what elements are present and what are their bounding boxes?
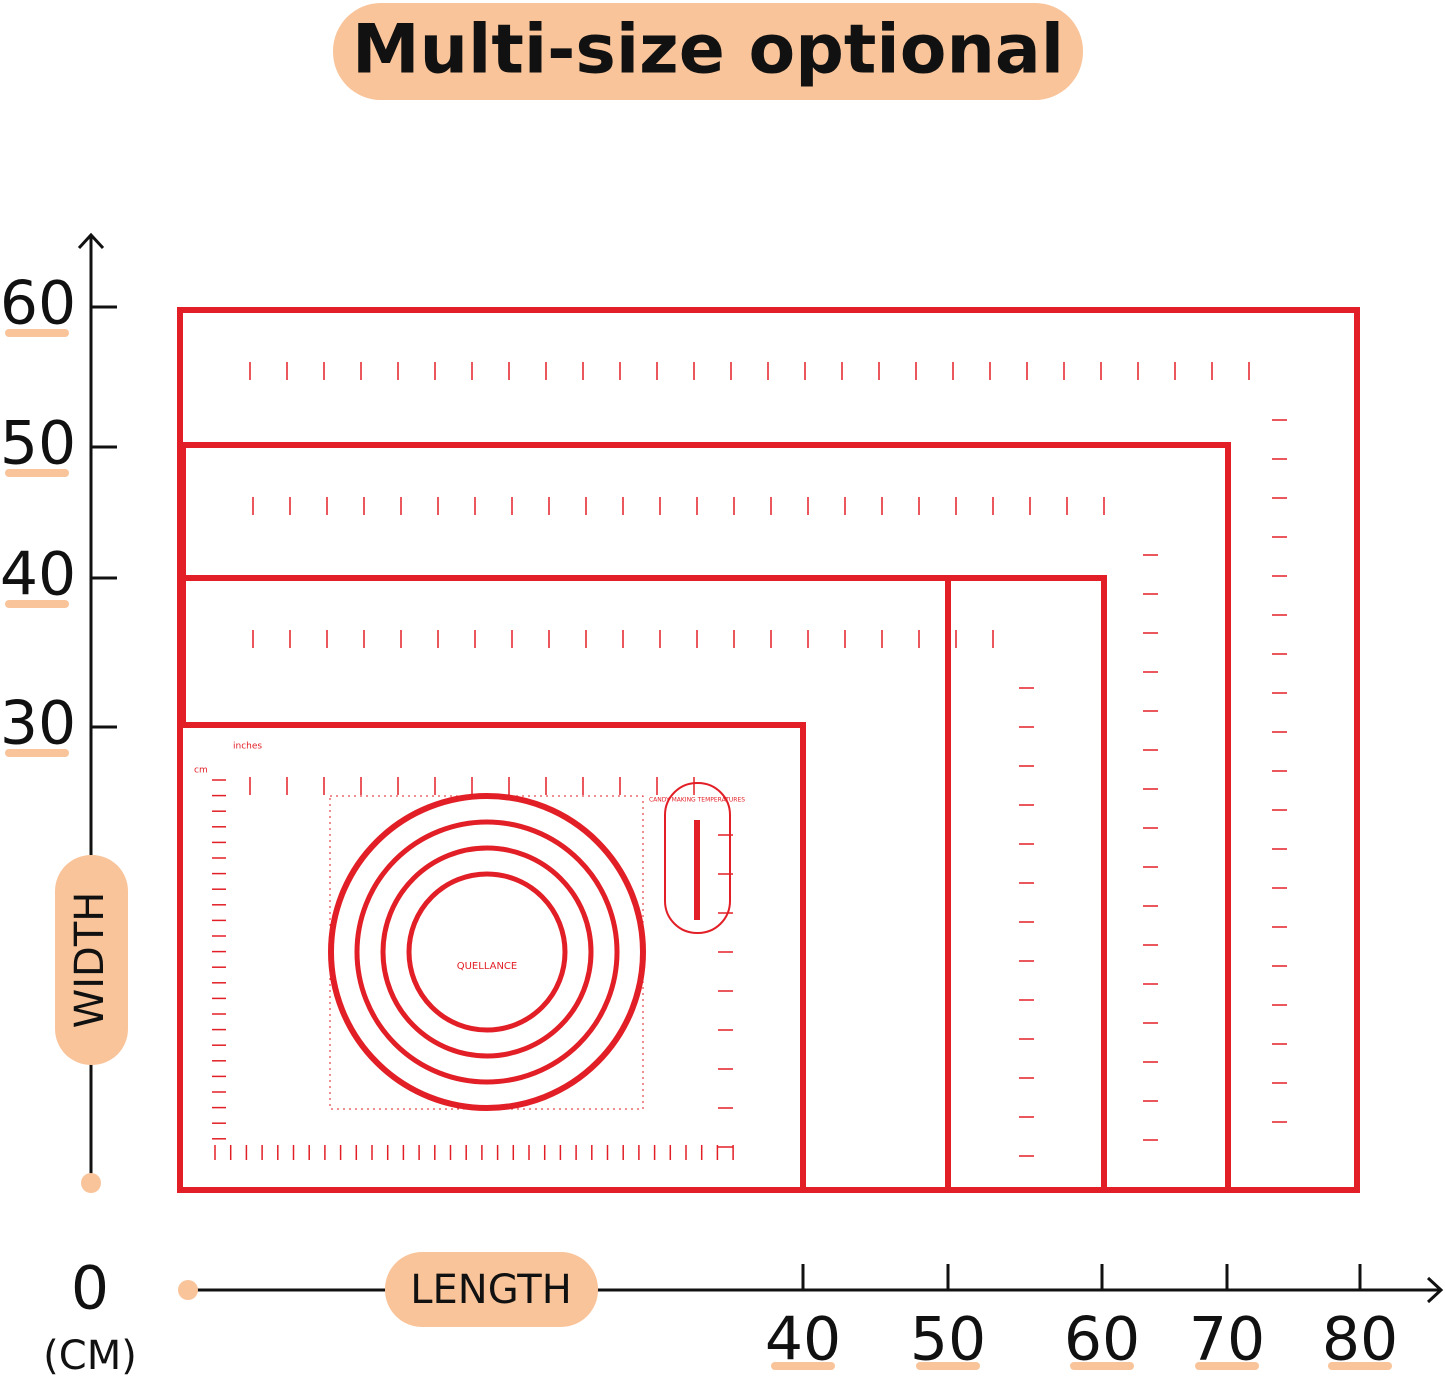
title: Multi-size optional: [352, 11, 1064, 90]
tick-label: 40: [0, 540, 76, 610]
arrow: [1426, 1276, 1444, 1304]
origin-dot: [81, 1173, 101, 1193]
unit-label: (CM): [43, 1333, 137, 1379]
origin-dot: [178, 1280, 198, 1300]
mat-40x30: [177, 722, 806, 1193]
thermometer: [664, 782, 731, 934]
candy-label: CANDY MAKING TEMPERATURES: [649, 797, 745, 804]
tick-label: 80: [1322, 1305, 1398, 1375]
tick-label: 50: [0, 409, 76, 479]
width-axis: WIDTH: [55, 232, 128, 1193]
ring: [328, 793, 646, 1111]
ring: [380, 845, 594, 1059]
tick-label: 70: [1189, 1305, 1265, 1375]
origin-label: 0: [71, 1254, 109, 1324]
tick-underline: [5, 329, 69, 337]
tick-underline: [5, 469, 69, 477]
tick-underline: [916, 1362, 980, 1370]
brand: QUELLANCE: [457, 961, 518, 972]
tick-underline: [5, 749, 69, 757]
tick-underline: [1328, 1362, 1392, 1370]
tick-underline: [5, 600, 69, 608]
length-label: LENGTH: [410, 1267, 572, 1313]
length-axis: LENGTH: [178, 1252, 1444, 1327]
ring: [354, 819, 620, 1085]
tick-label: 50: [910, 1305, 986, 1375]
ring: [406, 871, 568, 1033]
inches-label: inches: [233, 742, 262, 752]
tick-label: 30: [0, 689, 76, 759]
length-pill: [385, 1252, 598, 1327]
tick-label: 60: [0, 269, 76, 339]
width-pill: [55, 855, 128, 1065]
tick-label: 60: [1064, 1305, 1140, 1375]
arrow: [77, 232, 105, 250]
tick-underline: [1195, 1362, 1259, 1370]
mats: CANDY MAKING TEMPERATURES QUELLANCE inch…: [177, 307, 1360, 1193]
cm-label: cm: [194, 766, 208, 776]
tick-underline: [771, 1362, 835, 1370]
title-pill: [333, 3, 1083, 100]
tick-label: 40: [765, 1305, 841, 1375]
tick-underline: [1070, 1362, 1134, 1370]
width-label: WIDTH: [67, 892, 113, 1029]
